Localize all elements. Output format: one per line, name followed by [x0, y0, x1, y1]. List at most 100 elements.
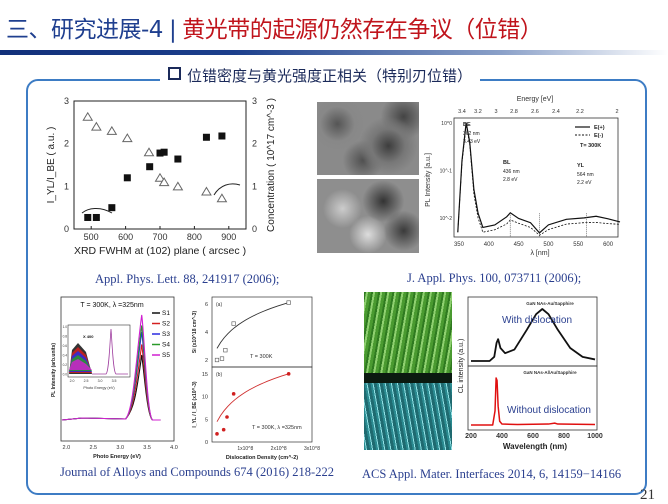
y-right-tick-label: 2: [252, 139, 257, 149]
data-point-triangle: [201, 186, 212, 196]
y-tick-label: 10^-1: [440, 168, 453, 174]
x-tick-label: 800: [558, 433, 570, 440]
cl-annotation: Without dislocation: [507, 405, 591, 416]
caption-fig2: J. Appl. Phys. 100, 073711 (2006);: [407, 271, 582, 285]
data-point-triangle: [158, 177, 170, 187]
data-point-square: [108, 204, 116, 212]
y-tick-label: 5: [205, 417, 208, 423]
title-separator: |: [168, 17, 177, 43]
data-point-square: [92, 213, 100, 221]
annotation-wavelength: 564 nm: [577, 172, 594, 178]
arrow-right-axis: [213, 183, 241, 196]
inset-y-tick: 0.2: [63, 363, 68, 367]
pl-curve-S5: [61, 314, 161, 421]
top-tick-label: 3.2: [474, 109, 482, 115]
inset-x-tick: 3.5: [112, 379, 117, 383]
top-tick-label: 2.4: [552, 109, 560, 115]
x-tick-label: 400: [484, 242, 495, 248]
y-tick-label: 10^0: [441, 121, 452, 127]
data-point: [219, 356, 225, 361]
cl-spectrum: [471, 377, 596, 426]
fit-curve: [216, 302, 289, 349]
y-tick-label: 10: [202, 395, 208, 401]
data-point-triangle: [121, 133, 133, 143]
spectrum-line-E(+): [457, 122, 621, 234]
y-axis-label: I_YL/I_BE ( a.u. ): [46, 127, 57, 204]
cl-panel-title: GaN NAs-Al/Au/Sapphire: [523, 370, 577, 375]
y-axis-label: CL intensity (a.u.): [458, 339, 465, 394]
legend-label: E(-): [594, 133, 603, 139]
data-point: [225, 415, 229, 419]
inset-x-tick: 3.0: [98, 379, 103, 383]
y-tick-label: 10^-2: [440, 216, 453, 222]
annotation-energy: 2.2 eV: [577, 180, 592, 186]
inset-x-tick: 2.5: [84, 379, 89, 383]
top-tick-label: 2: [615, 109, 618, 115]
data-point-square: [84, 213, 92, 221]
sem-image-without-dislocation: [364, 383, 452, 450]
arrow-left-axis: [81, 208, 113, 214]
inset-peak: [92, 328, 128, 375]
data-point: [286, 300, 291, 305]
title-prefix: 三、研究进展-4: [6, 17, 163, 43]
inset-y-tick: 0.4: [63, 354, 68, 358]
caption-fig1: Appl. Phys. Lett. 88, 241917 (2006);: [95, 272, 280, 286]
data-point-triangle: [143, 147, 155, 157]
inset-x-tick: 2.0: [70, 379, 75, 383]
legend-label: S3: [162, 331, 170, 338]
x-tick-label: 4.0: [170, 445, 178, 451]
x-tick-label: 200: [465, 433, 477, 440]
x-axis-label: Photo Energy (eV): [93, 454, 141, 460]
temperature-label: T= 300K: [580, 143, 601, 149]
data-point-triangle: [82, 111, 94, 121]
top-axis-label: Energy [eV]: [517, 96, 554, 103]
inset-x-label: Photo Energy (eV): [83, 386, 115, 390]
top-tick-label: 2.2: [576, 109, 584, 115]
tem-image-a: [317, 102, 419, 175]
cl-spectrum: [471, 308, 596, 362]
y-tick-label: 2: [205, 358, 208, 364]
y-right-tick-label: 0: [252, 224, 257, 234]
data-point: [231, 321, 236, 326]
data-point: [231, 392, 236, 396]
y-right-tick-label: 3: [252, 96, 257, 106]
y-right-axis-label: Concentration ( 10^17 cm^-3 ): [266, 98, 277, 232]
data-point-triangle: [106, 125, 118, 135]
x-tick-label: 900: [221, 232, 236, 242]
x-tick-label: 400: [496, 433, 508, 440]
data-point-square: [156, 149, 164, 157]
slide-title: 三、研究进展-4 | 黄光带的起源仍然存在争议（位错）: [6, 10, 543, 44]
x-tick-label: 500: [84, 232, 99, 242]
x-tick-label: 350: [454, 242, 465, 248]
annotation-name: BL: [503, 160, 511, 166]
x-tick-label: 450: [514, 242, 525, 248]
legend-label: S4: [162, 342, 170, 349]
x-axis-label: XRD FWHM at (102) plane ( arcsec ): [74, 245, 246, 257]
x-tick-label: 1000: [587, 433, 603, 440]
data-point-triangle: [216, 193, 228, 203]
title-main: 黄光带的起源仍然存在争议（位错）: [182, 17, 543, 43]
title-divider: [0, 50, 668, 55]
y-axis-label: Si (x10^18 cm^-3): [192, 311, 198, 354]
annotation-name: BE: [463, 122, 471, 128]
data-point-square: [146, 163, 154, 171]
fit-curve: [216, 373, 289, 422]
sem-image-with-dislocation: [364, 292, 452, 373]
y-tick-label: 15: [202, 372, 208, 378]
panel-subtitle: 位错密度与黄光强度正相关（特别刃位错）: [160, 65, 481, 86]
legend-label: S5: [162, 352, 170, 359]
annotation-wavelength: 362 nm: [463, 131, 480, 137]
y-tick-label: 1: [64, 181, 69, 191]
data-point: [223, 348, 228, 353]
data-point-square: [174, 155, 182, 163]
y-tick-label: 0: [205, 440, 208, 446]
y-axis-label: PL Intensity (arb.units): [51, 343, 57, 397]
x-tick-label: 500: [543, 242, 554, 248]
x-tick-label: 600: [527, 433, 539, 440]
inset-noise-band: [69, 359, 92, 370]
data-point-triangle: [90, 121, 102, 131]
inset-y-tick: 0.0: [63, 373, 68, 377]
y-tick-label: 4: [205, 330, 208, 336]
data-point-square: [160, 148, 168, 156]
y-axis-label: I_YL / I_BE (x10^-3): [192, 381, 198, 428]
